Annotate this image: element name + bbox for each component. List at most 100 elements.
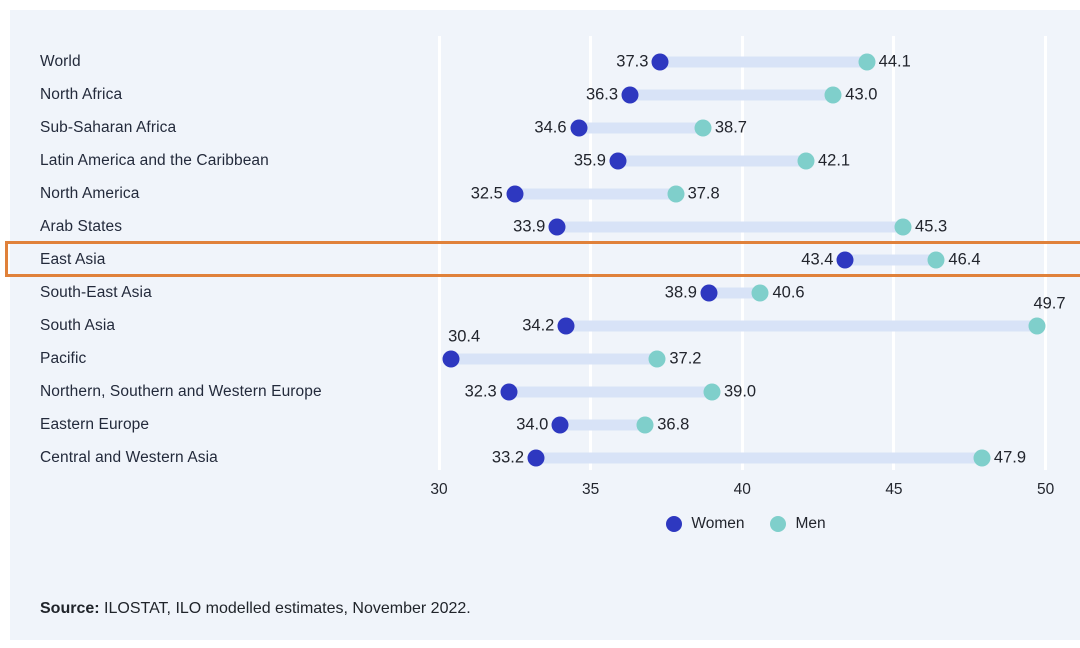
men-dot xyxy=(894,218,912,236)
women-dot xyxy=(651,53,669,71)
dumbbell-bar xyxy=(536,452,982,464)
row-label: South-East Asia xyxy=(40,284,152,301)
legend-item-men: Men xyxy=(770,515,826,533)
men-value: 44.1 xyxy=(878,52,911,71)
x-tick-label: 50 xyxy=(1036,481,1055,498)
dumbbell-bar xyxy=(514,188,676,200)
men-dot xyxy=(703,383,721,401)
source-label: Source: xyxy=(40,600,100,617)
x-tick-label: 30 xyxy=(430,481,448,498)
men-dot xyxy=(636,416,654,434)
women-dot xyxy=(700,284,718,302)
women-dot xyxy=(527,449,545,467)
legend-label: Men xyxy=(795,515,826,532)
women-value: 33.9 xyxy=(513,217,546,236)
men-value: 40.6 xyxy=(772,283,805,302)
row-label: East Asia xyxy=(40,251,106,268)
row-label: Sub-Saharan Africa xyxy=(40,119,177,136)
men-value: 46.4 xyxy=(948,250,981,269)
men-value: 47.9 xyxy=(993,448,1027,467)
women-value: 43.4 xyxy=(801,250,834,269)
men-value: 37.8 xyxy=(687,184,720,203)
dumbbell-bar xyxy=(557,221,904,233)
source-text: ILOSTAT, ILO modelled estimates, Novembe… xyxy=(99,600,471,617)
women-dot xyxy=(557,317,575,335)
women-value: 32.3 xyxy=(464,382,497,401)
women-value: 34.6 xyxy=(534,118,567,137)
women-value: 36.3 xyxy=(585,85,619,104)
women-value: 38.9 xyxy=(664,283,697,302)
men-value: 45.3 xyxy=(915,217,948,236)
women-dot xyxy=(442,350,460,368)
highlight-box xyxy=(5,241,1080,277)
dumbbell-bar xyxy=(845,254,937,266)
dumbbell-bar xyxy=(708,287,761,299)
men-dot xyxy=(858,53,876,71)
row-label: Central and Western Asia xyxy=(40,449,218,466)
gridline xyxy=(589,36,593,470)
legend-dot-women xyxy=(666,516,683,532)
dumbbell-bar xyxy=(660,56,867,68)
row-label: Eastern Europe xyxy=(40,416,150,433)
men-value: 37.2 xyxy=(669,349,702,368)
men-dot xyxy=(648,350,666,368)
gridline xyxy=(892,36,896,470)
row-label: Pacific xyxy=(40,350,87,367)
row-label: Latin America and the Caribbean xyxy=(40,152,269,169)
women-dot xyxy=(570,119,588,137)
women-dot xyxy=(609,152,627,170)
men-dot xyxy=(824,86,842,104)
men-value: 39.0 xyxy=(723,382,757,401)
row-label: World xyxy=(40,53,81,70)
x-tick-label: 45 xyxy=(885,481,903,498)
dumbbell-bar xyxy=(578,122,703,134)
men-value: 38.7 xyxy=(714,118,747,137)
legend-dot-men xyxy=(770,516,787,532)
women-value: 32.5 xyxy=(470,184,503,203)
dumbbell-bar xyxy=(451,353,658,365)
women-dot xyxy=(500,383,518,401)
men-dot xyxy=(751,284,769,302)
men-dot xyxy=(694,119,712,137)
women-value: 35.9 xyxy=(573,151,606,170)
men-dot xyxy=(797,152,815,170)
dumbbell-bar xyxy=(617,155,806,167)
legend-item-women: Women xyxy=(666,515,744,533)
dumbbell-bar xyxy=(630,89,834,101)
men-value: 49.7 xyxy=(1033,294,1066,313)
dumbbell-bar xyxy=(566,320,1037,332)
men-dot xyxy=(973,449,991,467)
gridline xyxy=(740,36,744,470)
women-dot xyxy=(836,251,854,269)
women-value: 37.3 xyxy=(616,52,649,71)
men-value: 42.1 xyxy=(817,151,851,170)
men-dot xyxy=(667,185,685,203)
dumbbell-bar xyxy=(560,419,646,431)
women-dot xyxy=(548,218,566,236)
women-value: 33.2 xyxy=(491,448,525,467)
row-label: North Africa xyxy=(40,86,123,103)
women-value: 34.0 xyxy=(516,415,549,434)
legend: Women Men xyxy=(430,515,1062,533)
women-dot xyxy=(551,416,569,434)
row-label: Northern, Southern and Western Europe xyxy=(40,383,322,400)
men-dot xyxy=(927,251,945,269)
row-label: North America xyxy=(40,185,140,202)
x-tick-label: 35 xyxy=(582,481,600,498)
legend-label: Women xyxy=(691,515,745,532)
men-value: 36.8 xyxy=(657,415,690,434)
gridline xyxy=(437,36,441,470)
women-dot xyxy=(506,185,524,203)
women-value: 30.4 xyxy=(448,327,481,346)
row-label: Arab States xyxy=(40,218,123,235)
source-note: Source: ILOSTAT, ILO modelled estimates,… xyxy=(40,600,471,618)
row-label: South Asia xyxy=(40,317,116,334)
men-dot xyxy=(1028,317,1045,335)
gridline xyxy=(1044,36,1048,470)
x-tick-label: 40 xyxy=(733,481,751,498)
women-value: 34.2 xyxy=(522,316,555,335)
dumbbell-bar xyxy=(508,386,712,398)
women-dot xyxy=(621,86,639,104)
men-value: 43.0 xyxy=(845,85,878,104)
